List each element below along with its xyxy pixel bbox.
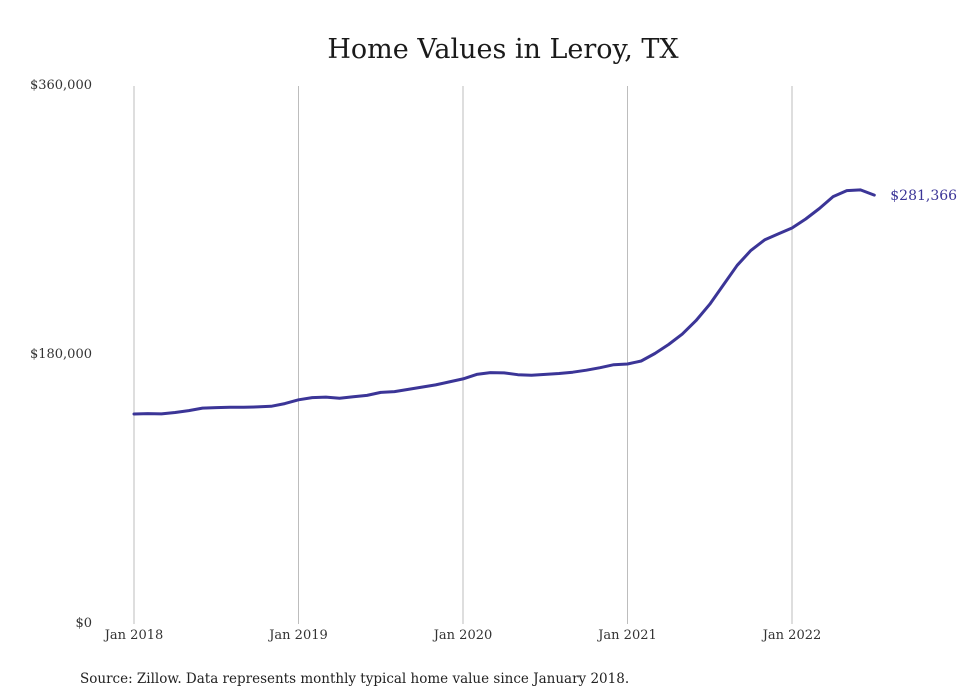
grid-lines [133, 86, 793, 624]
y-tick-label: $180,000 [30, 347, 92, 362]
y-axis-ticks: $0 $180,000 $360,000 [30, 78, 92, 631]
end-value-label: $281,366 [890, 188, 957, 204]
y-tick-label: $0 [75, 616, 92, 631]
x-tick-label: Jan 2018 [103, 628, 164, 643]
x-tick-label: Jan 2019 [267, 628, 328, 643]
x-axis-ticks: Jan 2018 Jan 2019 Jan 2020 Jan 2021 Jan 2022 [103, 628, 822, 643]
x-tick-label: Jan 2022 [761, 628, 822, 643]
x-tick-label: Jan 2021 [596, 628, 657, 643]
x-tick-label: Jan 2020 [432, 628, 493, 643]
y-tick-label: $360,000 [30, 78, 92, 93]
series-line [132, 188, 876, 416]
source-note: Source: Zillow. Data represents monthly … [80, 671, 629, 687]
series-layer: $281,366 [132, 188, 957, 416]
chart-title: Home Values in Leroy, TX [327, 34, 679, 65]
